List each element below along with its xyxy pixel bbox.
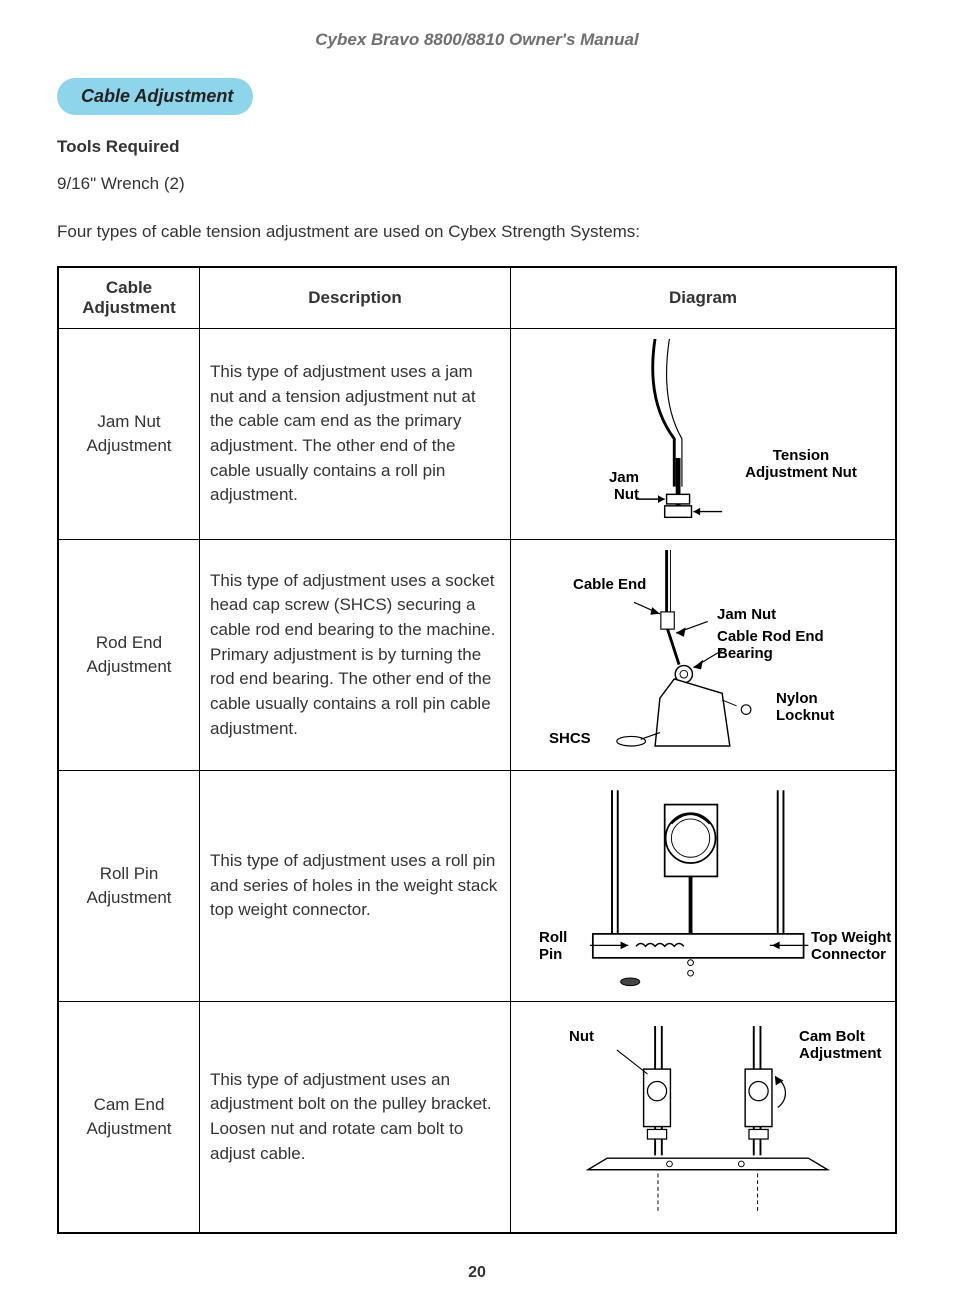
row-desc: This type of adjustment uses a roll pin … xyxy=(200,771,511,1002)
table-row: Rod End Adjustment This type of adjustme… xyxy=(58,540,896,771)
row-diagram: Jam Nut Tension Adjustment Nut xyxy=(511,329,897,540)
th-diagram: Diagram xyxy=(511,267,897,329)
row-desc: This type of adjustment uses a jam nut a… xyxy=(200,329,511,540)
diagram-roll-pin: Roll Pin Top Weight Connector xyxy=(521,781,885,991)
table-row: Roll Pin Adjustment This type of adjustm… xyxy=(58,771,896,1002)
tools-text: 9/16" Wrench (2) xyxy=(57,171,897,197)
label-tension-nut: Tension Adjustment Nut xyxy=(736,447,866,482)
row-name: Rod End Adjustment xyxy=(58,540,200,771)
row-diagram: Cable End Jam Nut Cable Rod End Bearing … xyxy=(511,540,897,771)
label-top-weight: Top Weight Connector xyxy=(811,929,911,964)
th-cable-adjustment: Cable Adjustment xyxy=(58,267,200,329)
label-cam-bolt: Cam Bolt Adjustment xyxy=(799,1028,899,1063)
table-row: Jam Nut Adjustment This type of adjustme… xyxy=(58,329,896,540)
section-pill: Cable Adjustment xyxy=(57,78,253,115)
tools-heading: Tools Required xyxy=(57,137,897,157)
diagram-cam-end: Nut Cam Bolt Adjustment xyxy=(521,1012,885,1222)
intro-text: Four types of cable tension adjustment a… xyxy=(57,219,897,245)
label-jam-nut-2: Jam Nut xyxy=(717,606,776,623)
label-cable-end: Cable End xyxy=(573,576,646,593)
diagram-jam-nut: Jam Nut Tension Adjustment Nut xyxy=(521,339,885,529)
th-description: Description xyxy=(200,267,511,329)
row-name: Cam End Adjustment xyxy=(58,1002,200,1234)
document-page: Cybex Bravo 8800/8810 Owner's Manual Cab… xyxy=(1,0,953,1302)
row-name: Jam Nut Adjustment xyxy=(58,329,200,540)
label-nylon-locknut: Nylon Locknut xyxy=(776,690,866,725)
label-roll-pin: Roll Pin xyxy=(539,929,589,964)
row-name: Roll Pin Adjustment xyxy=(58,771,200,1002)
table-row: Cam End Adjustment This type of adjustme… xyxy=(58,1002,896,1234)
label-shcs: SHCS xyxy=(549,730,591,747)
jam-nut-svg xyxy=(521,339,885,529)
row-diagram: Nut Cam Bolt Adjustment xyxy=(511,1002,897,1234)
label-nut: Nut xyxy=(569,1028,594,1045)
row-desc: This type of adjustment uses a socket he… xyxy=(200,540,511,771)
document-title: Cybex Bravo 8800/8810 Owner's Manual xyxy=(57,30,897,50)
diagram-rod-end: Cable End Jam Nut Cable Rod End Bearing … xyxy=(521,550,885,760)
label-rod-bearing: Cable Rod End Bearing xyxy=(717,628,867,663)
cable-adjustment-table: Cable Adjustment Description Diagram Jam… xyxy=(57,266,897,1234)
page-number: 20 xyxy=(57,1264,897,1282)
label-jam-nut: Jam Nut xyxy=(581,469,639,504)
row-diagram: Roll Pin Top Weight Connector xyxy=(511,771,897,1002)
row-desc: This type of adjustment uses an adjustme… xyxy=(200,1002,511,1234)
